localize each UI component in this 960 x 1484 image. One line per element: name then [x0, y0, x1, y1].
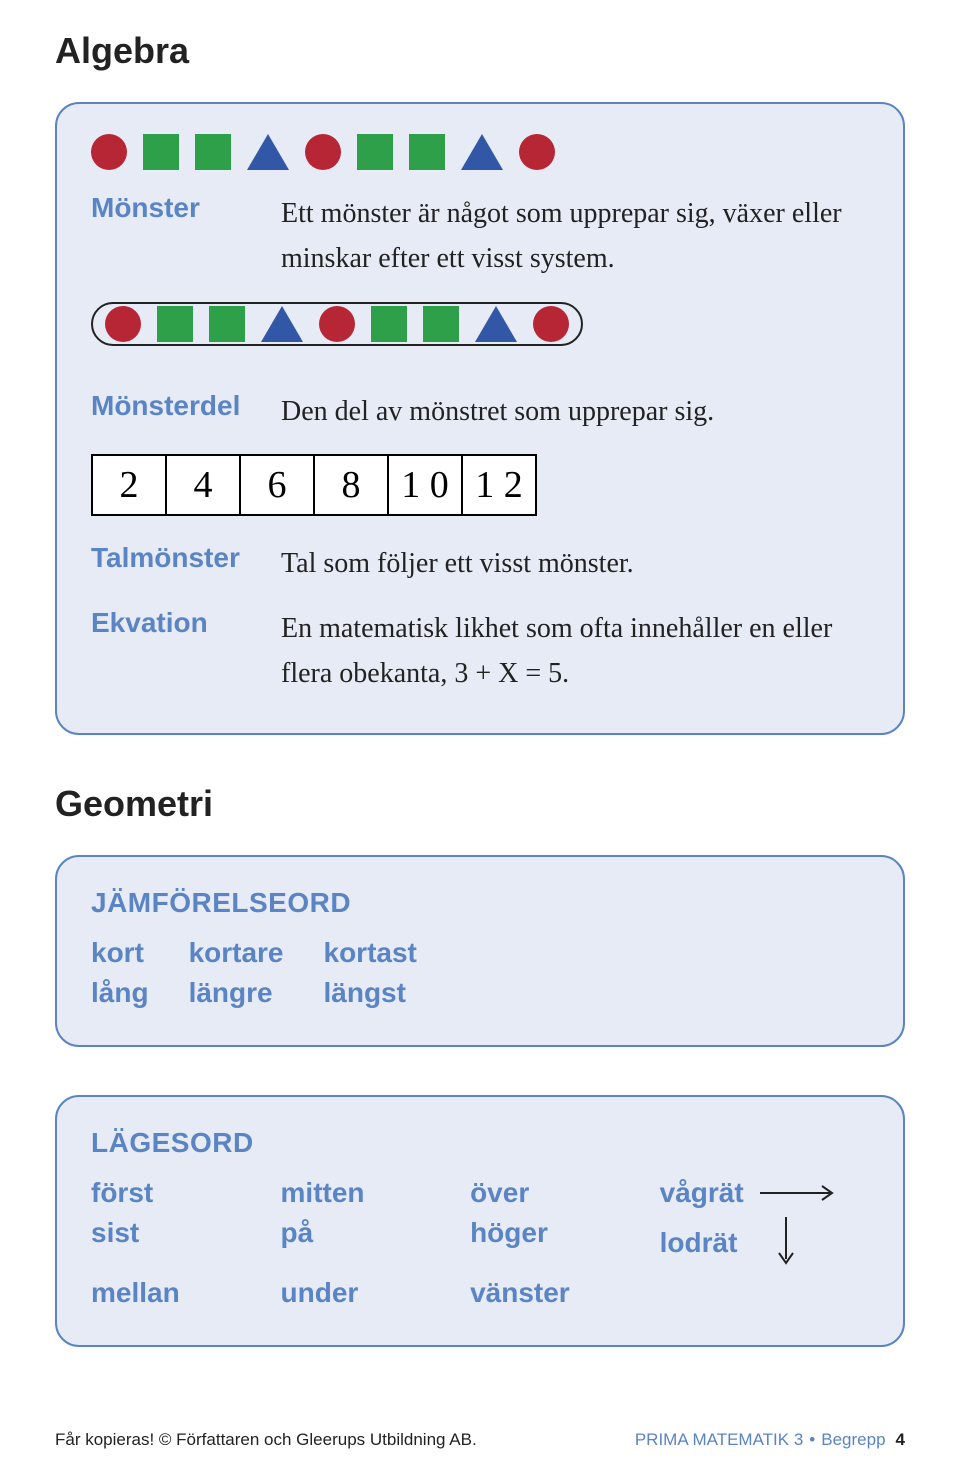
square-icon [357, 134, 393, 170]
word: mitten [281, 1177, 431, 1209]
circle-icon [319, 306, 355, 342]
lagesord-title: LÄGESORD [91, 1127, 869, 1159]
def-talmonster-text: Tal som följer ett visst mönster. [281, 542, 634, 587]
def-ekvation-text: En matematisk likhet som ofta innehåller… [281, 607, 869, 697]
square-icon [409, 134, 445, 170]
number-cell: 4 [165, 454, 241, 516]
def-ekvation: Ekvation En matematisk likhet som ofta i… [91, 607, 869, 697]
word: längst [324, 977, 417, 1009]
jamforelse-grid: kort kortare kortast lång längre längst [91, 937, 417, 1009]
word: under [281, 1277, 431, 1309]
number-cell: 8 [313, 454, 389, 516]
word: kort [91, 937, 149, 969]
word: vänster [470, 1277, 620, 1309]
jamforelse-title: JÄMFÖRELSEORD [91, 887, 869, 919]
footer: Får kopieras! © Författaren och Gleerups… [55, 1430, 905, 1450]
term-monster: Mönster [91, 192, 281, 282]
number-pattern-row: 24681 01 2 [91, 454, 869, 516]
square-icon [195, 134, 231, 170]
word: kortare [189, 937, 284, 969]
word: över [470, 1177, 620, 1209]
def-monster: Mönster Ett mönster är något som upprepa… [91, 192, 869, 282]
word: först [91, 1177, 241, 1209]
number-cell: 1 0 [387, 454, 463, 516]
word: lodrät [660, 1227, 738, 1259]
def-monsterdel: Mönsterdel Den del av mönstret som uppre… [91, 390, 869, 435]
word-vagrat: vågrät [660, 1177, 869, 1209]
number-cell: 6 [239, 454, 315, 516]
arrow-right-icon [760, 1184, 840, 1202]
circle-icon [91, 134, 127, 170]
number-cell: 1 2 [461, 454, 537, 516]
footer-section: Begrepp [821, 1430, 885, 1450]
def-talmonster: Talmönster Tal som följer ett visst möns… [91, 542, 869, 587]
triangle-icon [261, 306, 303, 342]
word: längre [189, 977, 284, 1009]
word: lång [91, 977, 149, 1009]
circle-icon [305, 134, 341, 170]
word: mellan [91, 1277, 241, 1309]
algebra-panel: Mönster Ett mönster är något som upprepa… [55, 102, 905, 735]
pattern-row-boxed [91, 302, 583, 346]
square-icon [423, 306, 459, 342]
word-lodrat: lodrät [660, 1217, 869, 1269]
lagesord-grid: först mitten över vågrät sist på höger l… [91, 1177, 869, 1309]
triangle-icon [475, 306, 517, 342]
geometri-heading: Geometri [55, 783, 905, 825]
footer-right: PRIMA MATEMATIK 3 • Begrepp 4 [635, 1430, 905, 1450]
def-monster-text: Ett mönster är något som upprepar sig, v… [281, 192, 869, 282]
triangle-icon [461, 134, 503, 170]
footer-brand: PRIMA MATEMATIK 3 [635, 1430, 803, 1450]
word: på [281, 1217, 431, 1269]
term-talmonster: Talmönster [91, 542, 281, 587]
dot-icon: • [809, 1430, 815, 1450]
word: kortast [324, 937, 417, 969]
term-monsterdel: Mönsterdel [91, 390, 281, 435]
lagesord-panel: LÄGESORD först mitten över vågrät sist p… [55, 1095, 905, 1347]
term-ekvation: Ekvation [91, 607, 281, 697]
number-cell: 2 [91, 454, 167, 516]
square-icon [157, 306, 193, 342]
page-number: 4 [896, 1430, 905, 1450]
square-icon [209, 306, 245, 342]
arrow-down-icon [777, 1217, 795, 1269]
word: sist [91, 1217, 241, 1269]
circle-icon [533, 306, 569, 342]
circle-icon [105, 306, 141, 342]
square-icon [143, 134, 179, 170]
pattern-row-top [91, 134, 869, 170]
triangle-icon [247, 134, 289, 170]
word [660, 1277, 869, 1309]
word: vågrät [660, 1177, 744, 1209]
def-monsterdel-text: Den del av mönstret som upprepar sig. [281, 390, 714, 435]
circle-icon [519, 134, 555, 170]
algebra-heading: Algebra [55, 30, 905, 72]
word: höger [470, 1217, 620, 1269]
square-icon [371, 306, 407, 342]
footer-left: Får kopieras! © Författaren och Gleerups… [55, 1430, 477, 1450]
jamforelse-panel: JÄMFÖRELSEORD kort kortare kortast lång … [55, 855, 905, 1047]
